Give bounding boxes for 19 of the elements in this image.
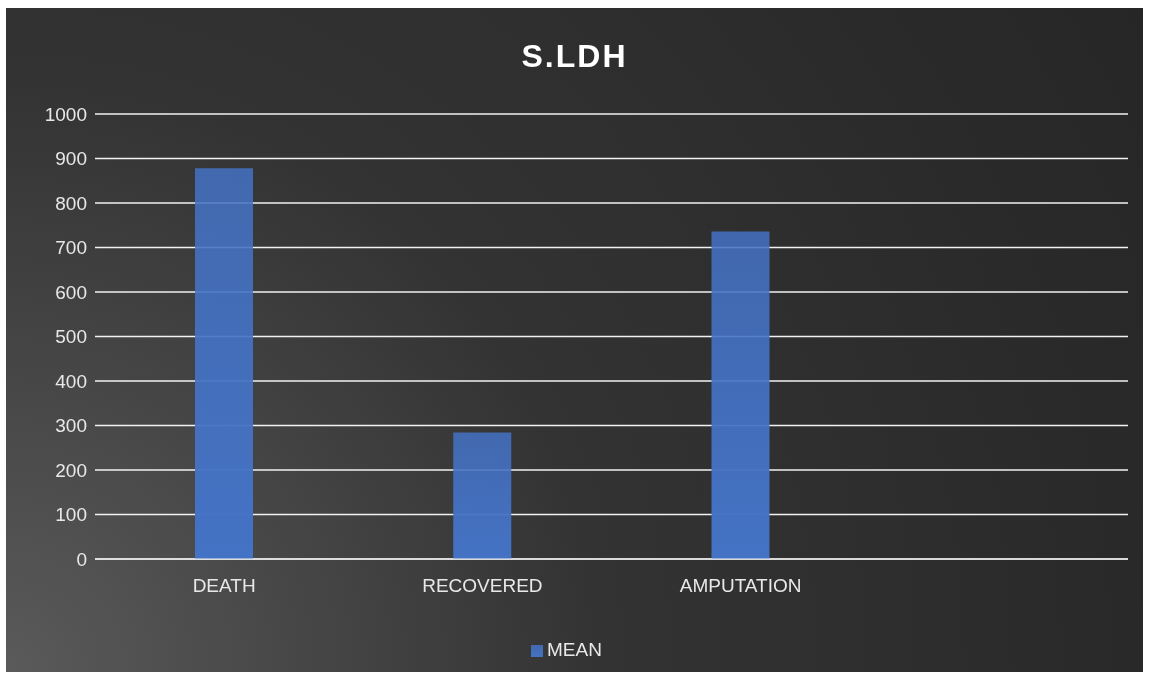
bar	[711, 231, 770, 559]
x-tick-label: DEATH	[192, 575, 256, 597]
y-tick-label: 500	[55, 326, 87, 348]
y-tick-label: 800	[55, 192, 87, 214]
bar	[453, 432, 512, 559]
y-tick-label: 600	[55, 281, 87, 303]
y-tick-label: 900	[55, 148, 87, 170]
legend-label: MEAN	[547, 639, 602, 660]
bar	[195, 168, 253, 559]
x-tick-label: RECOVERED	[422, 575, 543, 597]
y-tick-label: 1000	[44, 103, 87, 125]
y-tick-label: 700	[55, 237, 87, 259]
y-tick-label: 300	[55, 415, 87, 437]
y-tick-label: 0	[76, 548, 87, 570]
y-tick-label: 200	[55, 459, 87, 481]
chart-title: S.LDH	[520, 38, 629, 75]
x-tick-label: AMPUTATION	[679, 575, 802, 597]
y-tick-label: 400	[55, 370, 87, 392]
y-tick-label: 100	[55, 504, 87, 526]
